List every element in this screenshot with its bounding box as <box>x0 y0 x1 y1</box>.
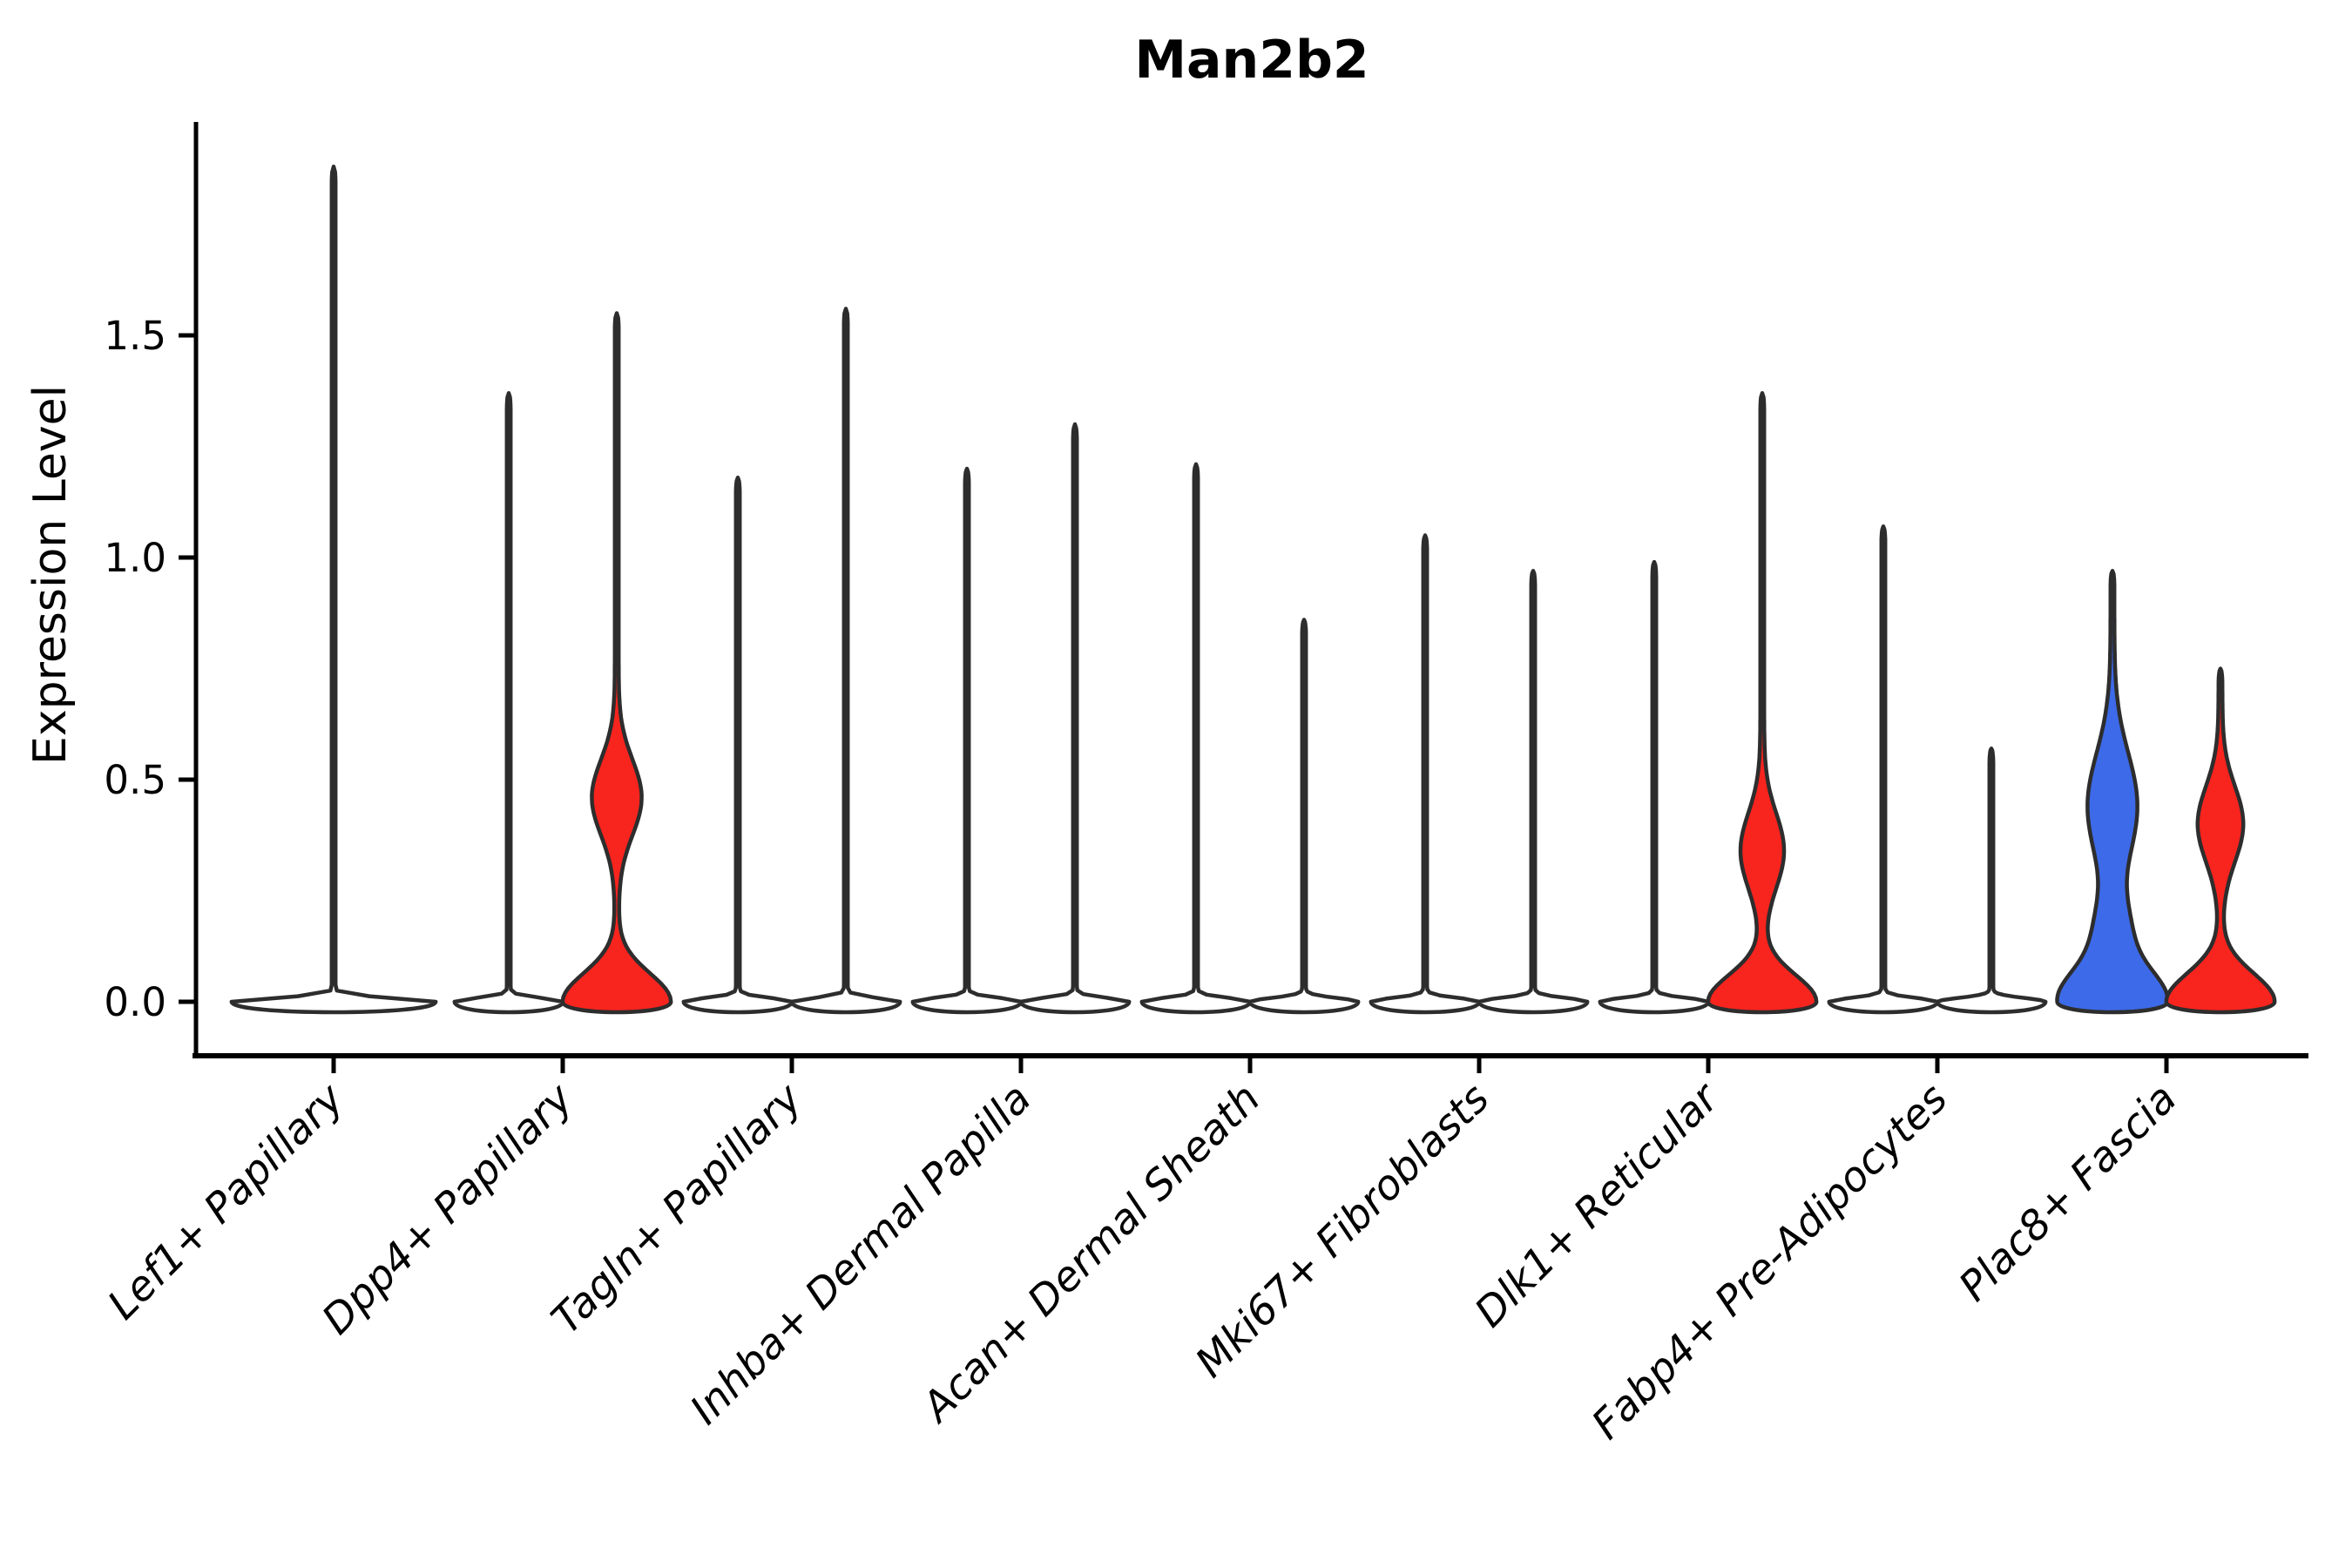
violin-acan-dermal-sheath-right <box>1247 618 1361 1015</box>
outlier-dot <box>1988 875 1995 881</box>
violin-mki67-fibroblasts-left <box>1369 533 1482 1015</box>
violin-fabp4-pre-adipocytes-left <box>1827 524 1940 1015</box>
violin-dpp4-papillary-right <box>560 311 673 1015</box>
outlier-dot <box>1988 863 1995 869</box>
y-tick-label: 0.5 <box>104 757 166 803</box>
y-axis-title: Expression Level <box>24 384 77 766</box>
x-tick-label-plac8-fascia: Plac8+ Fascia <box>1950 1075 2186 1311</box>
y-tick-label: 1.0 <box>104 535 166 581</box>
outlier-dot <box>1988 849 1995 856</box>
violin-plac8-fascia-right <box>2164 666 2277 1015</box>
x-tick-label-dlk1-reticular: Dlk1+ Reticular <box>1466 1073 1730 1337</box>
violin-tagln-papillary-left <box>681 475 794 1015</box>
x-tick-label-tagln-papillary: Tagln+ Papillary <box>543 1074 813 1344</box>
violin-tagln-papillary-right <box>789 307 902 1015</box>
violin-acan-dermal-sheath-left <box>1139 462 1253 1015</box>
chart-title: Man2b2 <box>1134 30 1369 91</box>
x-tick-label-lef1-papillary: Lef1+ Papillary <box>98 1074 354 1329</box>
violin-inhba-dermal-papilla-right <box>1018 422 1132 1015</box>
violin-fabp4-pre-adipocytes-right <box>1935 747 2048 1015</box>
violin-dlk1-reticular-left <box>1598 559 1711 1015</box>
outlier-dot <box>1988 832 1995 838</box>
violin-inhba-dermal-papilla-left <box>910 466 1024 1015</box>
violin-plac8-fascia-left <box>2055 569 2170 1015</box>
outlier-dot <box>1988 914 1995 921</box>
y-tick-label: 0.0 <box>104 979 166 1025</box>
violin-mki67-fibroblasts-right <box>1477 569 1590 1015</box>
violin-lef1-papillary-single <box>229 164 438 1015</box>
outlier-dot <box>1988 774 1995 781</box>
violin-dlk1-reticular-right <box>1706 391 1819 1015</box>
y-tick-label: 1.5 <box>104 313 166 359</box>
outlier-dot <box>1988 885 1995 892</box>
outlier-dot <box>1988 803 1995 809</box>
x-tick-label-dpp4-papillary: Dpp4+ Papillary <box>313 1074 583 1344</box>
violin-dpp4-papillary-left <box>452 391 565 1015</box>
